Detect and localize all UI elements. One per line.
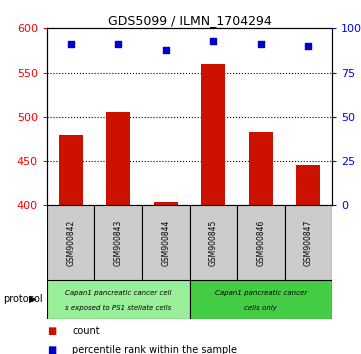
Text: GSM900847: GSM900847 [304,219,313,266]
Bar [47,205,95,280]
Text: cells only: cells only [244,305,277,311]
Text: GSM900842: GSM900842 [66,219,75,266]
Bar [284,205,332,280]
Text: Capan1 pancreatic cancer: Capan1 pancreatic cancer [215,290,307,296]
Bar [106,113,130,205]
Text: GSM900846: GSM900846 [256,219,265,266]
Text: GSM900843: GSM900843 [114,219,123,266]
Text: Capan1 pancreatic cancer cell: Capan1 pancreatic cancer cell [65,290,171,296]
Text: GSM900845: GSM900845 [209,219,218,266]
Point [115,41,121,47]
Bar [190,280,332,319]
Text: ▶: ▶ [29,294,36,304]
Text: protocol: protocol [4,294,43,304]
Point [163,47,169,52]
Title: GDS5099 / ILMN_1704294: GDS5099 / ILMN_1704294 [108,14,271,27]
Bar [95,205,142,280]
Text: percentile rank within the sample: percentile rank within the sample [72,346,237,354]
Text: GSM900844: GSM900844 [161,219,170,266]
Text: s exposed to PS1 stellate cells: s exposed to PS1 stellate cells [65,305,171,311]
Bar [237,205,284,280]
Point [68,41,74,47]
Text: ■: ■ [47,326,56,336]
Bar [296,166,320,205]
Text: ■: ■ [47,346,56,354]
Bar [190,205,237,280]
Bar [47,280,190,319]
Bar [201,64,225,205]
Bar [142,205,190,280]
Bar [154,202,178,205]
Point [258,41,264,47]
Bar [249,132,273,205]
Point [305,43,311,49]
Bar [59,135,83,205]
Point [210,38,216,44]
Text: count: count [72,326,100,336]
